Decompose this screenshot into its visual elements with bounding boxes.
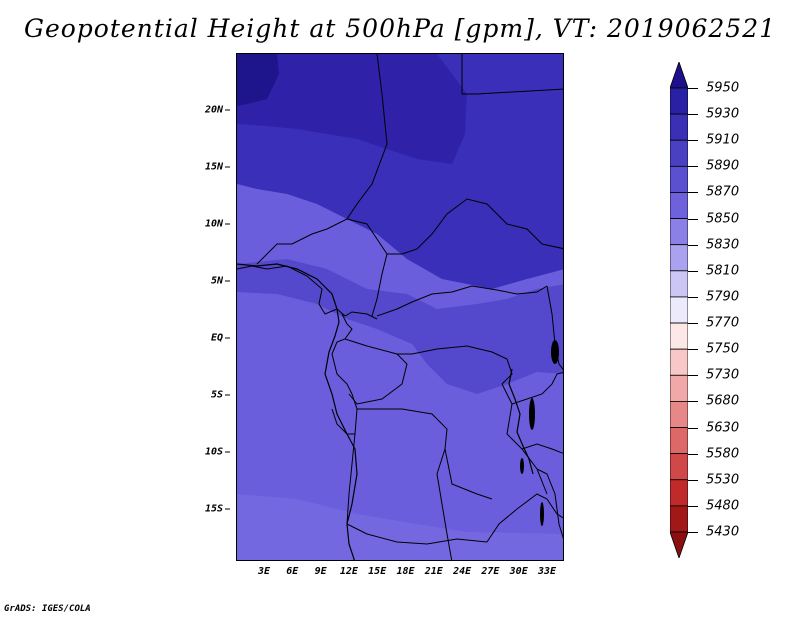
colorbar-tick bbox=[688, 323, 698, 325]
lat-tick-label: 10N bbox=[205, 219, 230, 230]
colorbar-level-label: 5530 bbox=[706, 472, 740, 488]
country-borders bbox=[237, 54, 563, 560]
colorbar-tick bbox=[688, 427, 698, 429]
lon-tick-label: 24E bbox=[453, 566, 472, 577]
colorbar-swatch bbox=[670, 87, 688, 115]
colorbar-level-label: 5730 bbox=[706, 367, 740, 383]
colorbar-level-label: 5480 bbox=[706, 498, 740, 514]
map-title: Geopotential Height at 500hPa [gpm], VT:… bbox=[23, 14, 777, 43]
lon-tick-label: 15E bbox=[368, 566, 387, 577]
lat-tick-label: 15S bbox=[205, 504, 230, 515]
colorbar-level-label: 5680 bbox=[706, 393, 740, 409]
height-field-nw bbox=[237, 54, 279, 106]
colorbar-swatch bbox=[670, 479, 688, 507]
coastline bbox=[237, 263, 534, 560]
colorbar-swatch bbox=[670, 270, 688, 298]
height-field-deep bbox=[237, 54, 467, 164]
colorbar-level-label: 5790 bbox=[706, 289, 740, 305]
colorbar-level-label: 5850 bbox=[706, 211, 740, 227]
colorbar-swatch bbox=[670, 62, 688, 89]
colorbar-tick bbox=[688, 532, 698, 533]
lat-tick-label: EQ bbox=[211, 333, 230, 344]
colorbar-swatch bbox=[670, 192, 688, 219]
colorbar-tick bbox=[688, 192, 698, 194]
lon-tick-label: 3E bbox=[257, 566, 271, 577]
footer-credit: GrADS: IGES/COLA bbox=[4, 604, 91, 614]
colorbar-level-label: 5890 bbox=[706, 158, 740, 174]
height-field-far-south bbox=[237, 494, 563, 560]
colorbar-tick bbox=[688, 244, 698, 246]
colorbar-level-label: 5910 bbox=[706, 132, 740, 148]
colorbar-tick bbox=[688, 88, 698, 89]
colorbar-swatch bbox=[670, 531, 688, 558]
colorbar-level-label: 5870 bbox=[706, 184, 740, 200]
colorbar-tick bbox=[688, 453, 698, 455]
lat-tick-label: 10S bbox=[205, 447, 230, 458]
colorbar-level-label: 5430 bbox=[706, 524, 740, 540]
colorbar-level-label: 5830 bbox=[706, 237, 740, 253]
colorbar-swatch bbox=[670, 322, 688, 350]
lon-tick-label: 33E bbox=[537, 566, 557, 577]
map-panel bbox=[236, 53, 564, 561]
colorbar-tick bbox=[688, 401, 698, 403]
lon-tick-label: 21E bbox=[424, 566, 443, 577]
colorbar-swatch bbox=[670, 218, 688, 246]
colorbar-level-label: 5810 bbox=[706, 263, 740, 279]
colorbar-level-label: 5950 bbox=[706, 80, 740, 96]
colorbar-tick bbox=[688, 479, 698, 481]
colorbar bbox=[670, 62, 688, 558]
colorbar-tick bbox=[688, 296, 698, 298]
lat-tick-label: 5S bbox=[211, 390, 230, 401]
lon-tick-label: 9E bbox=[314, 566, 327, 577]
colorbar-swatch bbox=[670, 165, 688, 193]
colorbar-tick bbox=[688, 140, 698, 142]
lat-tick-label: 5N bbox=[211, 276, 230, 287]
colorbar-swatch bbox=[670, 505, 688, 533]
colorbar-tick bbox=[688, 375, 698, 377]
colorbar-tick bbox=[688, 218, 698, 220]
lon-tick-label: 6E bbox=[286, 566, 299, 577]
colorbar-tick bbox=[688, 166, 698, 168]
colorbar-tick bbox=[688, 114, 698, 116]
colorbar-swatch bbox=[670, 348, 688, 376]
colorbar-tick bbox=[688, 270, 698, 272]
colorbar-level-label: 5580 bbox=[706, 446, 740, 462]
colorbar-swatch bbox=[670, 453, 688, 481]
lat-tick-label: 20N bbox=[205, 105, 230, 116]
colorbar-swatch bbox=[670, 427, 688, 455]
colorbar-swatch bbox=[670, 401, 688, 428]
lat-tick-label: 15N bbox=[205, 162, 230, 173]
lakes bbox=[520, 340, 559, 526]
colorbar-swatch bbox=[670, 244, 688, 272]
lon-tick-label: 27E bbox=[481, 566, 500, 577]
colorbar-swatch bbox=[670, 296, 688, 324]
colorbar-swatch bbox=[670, 113, 688, 141]
colorbar-tick bbox=[688, 505, 698, 507]
colorbar-level-label: 5630 bbox=[706, 420, 740, 436]
lon-tick-label: 18E bbox=[396, 566, 415, 577]
colorbar-level-label: 5750 bbox=[706, 341, 740, 357]
colorbar-swatch bbox=[670, 139, 688, 167]
colorbar-swatch bbox=[670, 374, 688, 402]
colorbar-level-label: 5770 bbox=[706, 315, 740, 331]
colorbar-level-label: 5930 bbox=[706, 106, 740, 122]
lon-tick-label: 12E bbox=[339, 566, 358, 577]
colorbar-tick bbox=[688, 349, 698, 351]
lon-tick-label: 30E bbox=[509, 566, 528, 577]
map-svg bbox=[237, 54, 563, 560]
height-field-mid bbox=[237, 259, 563, 394]
